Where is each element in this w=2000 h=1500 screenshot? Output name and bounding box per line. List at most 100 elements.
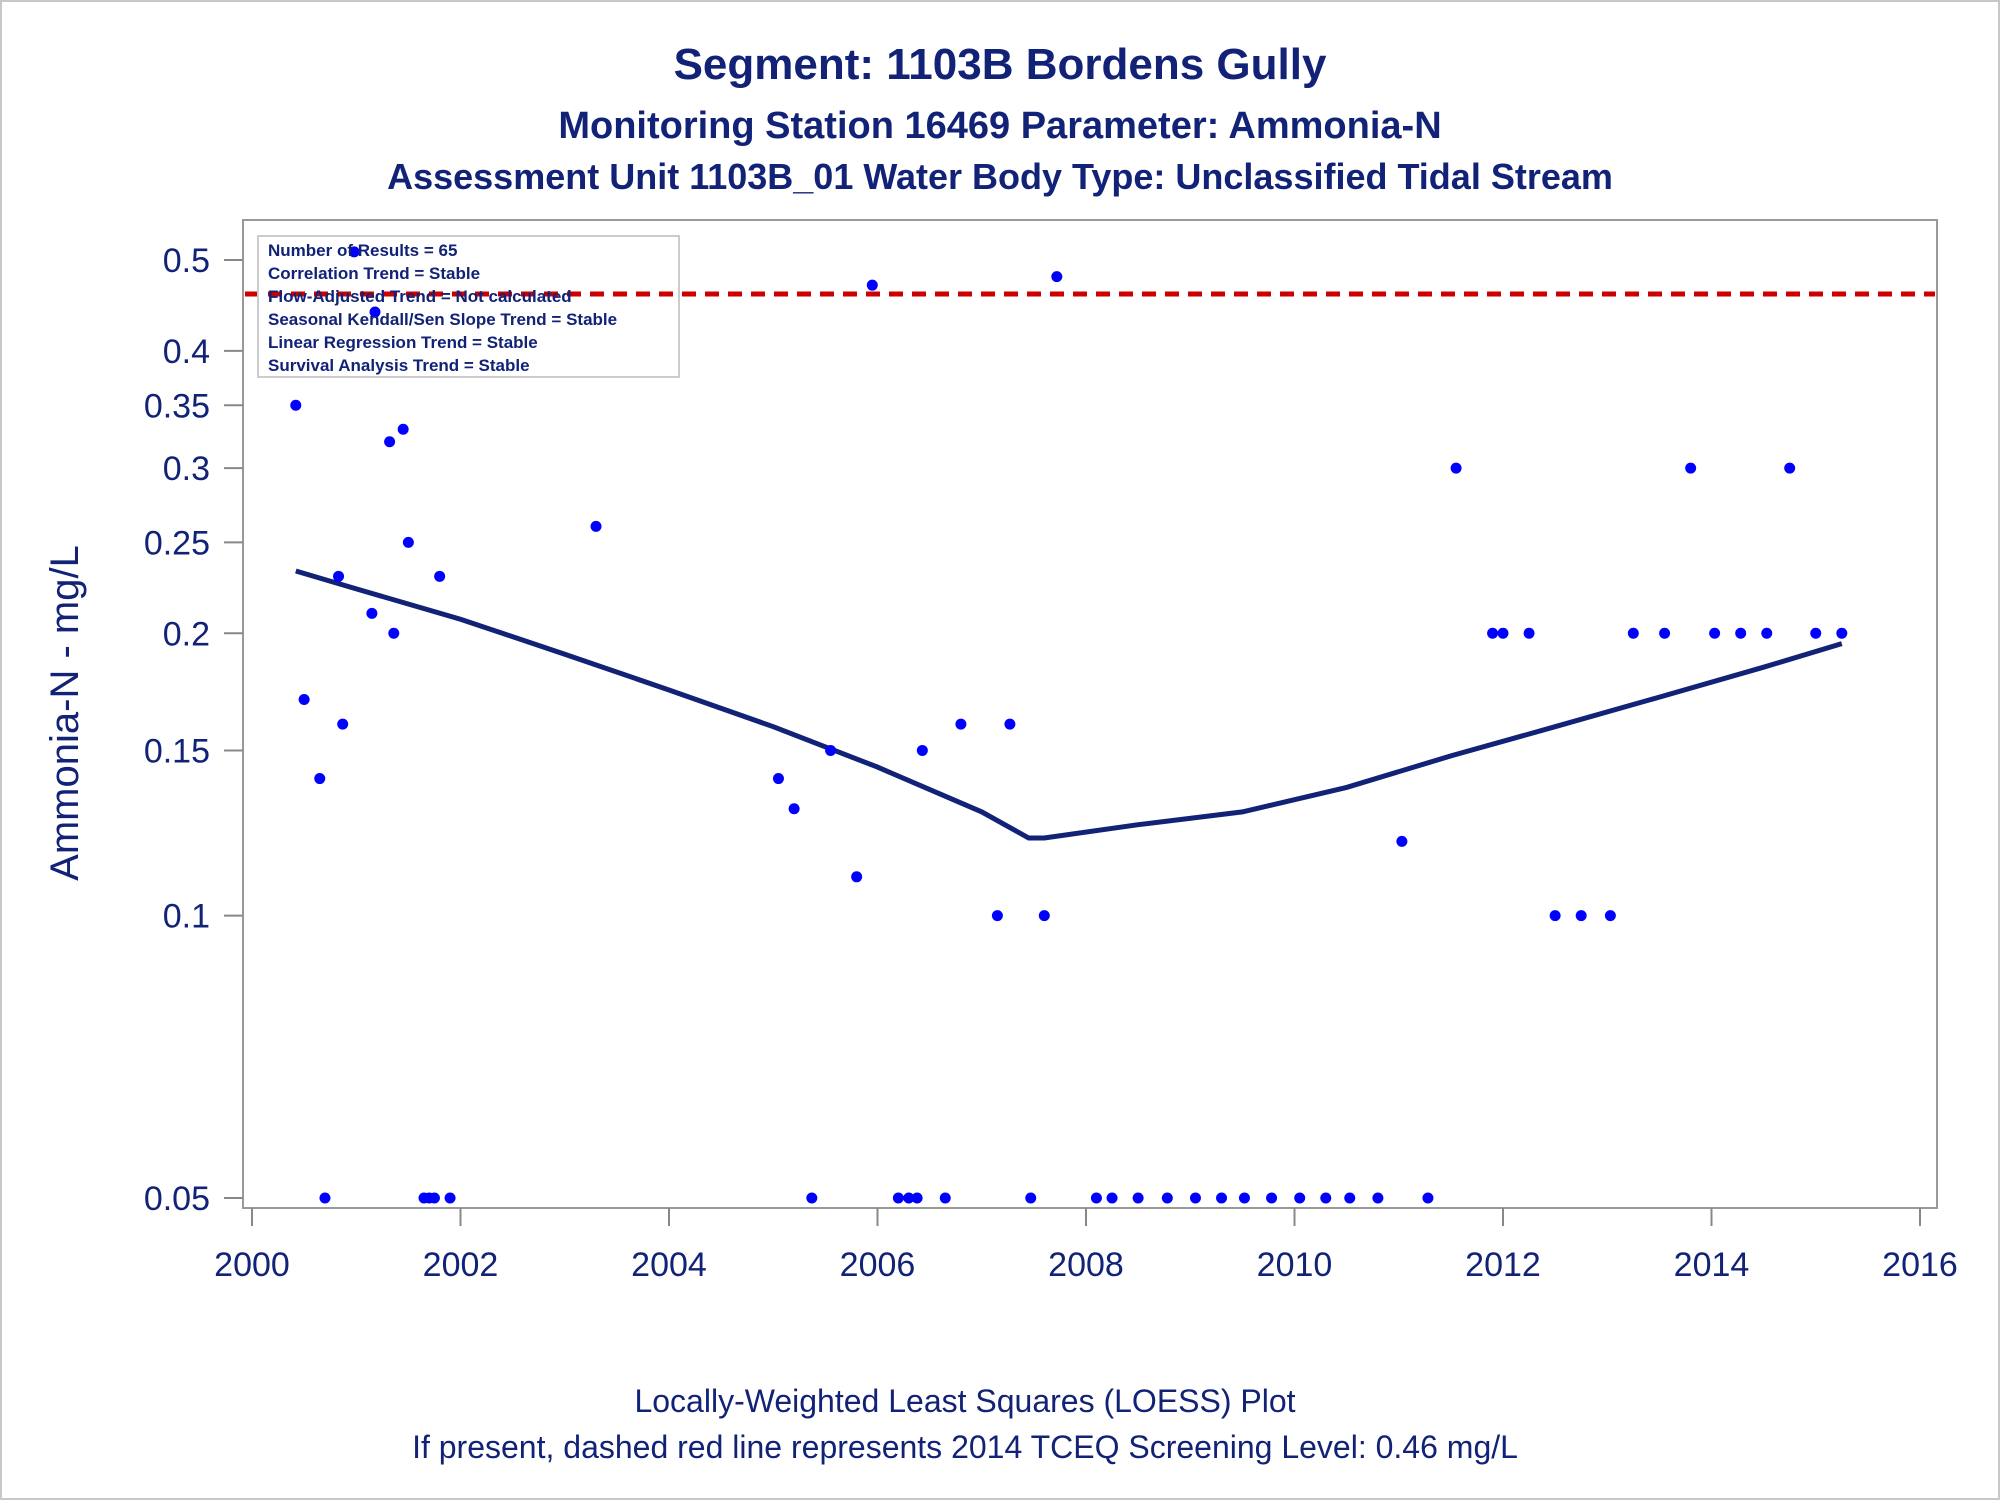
data-point — [1320, 1192, 1332, 1204]
data-point — [444, 1192, 456, 1204]
y-axis-label: Ammonia-N - mg/L — [43, 545, 87, 881]
data-point — [1836, 627, 1848, 639]
data-point — [337, 718, 349, 730]
x-tick-label: 2016 — [1882, 1246, 1958, 1284]
data-point — [590, 520, 602, 532]
stats-box: Number of Results = 65 Correlation Trend… — [257, 235, 680, 378]
data-point — [298, 693, 310, 705]
data-point — [939, 1192, 951, 1204]
data-point — [866, 279, 878, 291]
data-point — [434, 570, 446, 582]
x-tick-label: 2000 — [214, 1246, 290, 1284]
x-tick-label: 2010 — [1257, 1246, 1333, 1284]
data-point — [1106, 1192, 1118, 1204]
data-point — [428, 1192, 440, 1204]
data-point — [1372, 1192, 1384, 1204]
data-point — [1132, 1192, 1144, 1204]
x-tick-label: 2014 — [1674, 1246, 1750, 1284]
y-axis: 0.05 0.1 0.15 0.2 0.25 0.3 0.35 0.4 0.5 — [144, 242, 243, 1218]
x-tick-label: 2012 — [1465, 1246, 1541, 1284]
data-point — [1004, 718, 1016, 730]
data-point — [1266, 1192, 1278, 1204]
data-point — [1497, 627, 1509, 639]
data-point — [1051, 271, 1063, 283]
data-point — [1038, 910, 1050, 922]
chart-title: Segment: 1103B Bordens Gully — [674, 40, 1327, 89]
data-point — [1344, 1192, 1356, 1204]
data-point — [851, 871, 863, 883]
data-point — [1238, 1192, 1250, 1204]
data-point — [1685, 462, 1697, 474]
y-tick-label: 0.2 — [163, 615, 210, 653]
data-point — [402, 536, 414, 548]
data-point — [1161, 1192, 1173, 1204]
data-point — [991, 910, 1003, 922]
data-point — [903, 1192, 915, 1204]
data-point — [955, 718, 967, 730]
data-point — [1216, 1192, 1228, 1204]
data-point — [806, 1192, 818, 1204]
data-point — [1090, 1192, 1102, 1204]
data-point — [319, 1192, 331, 1204]
chart-subtitle-assessment: Assessment Unit 1103B_01 Water Body Type… — [387, 156, 1613, 197]
data-point — [369, 306, 381, 318]
y-tick-label: 0.25 — [144, 524, 210, 562]
data-point — [892, 1192, 904, 1204]
data-point — [788, 803, 800, 815]
data-point — [333, 570, 345, 582]
data-point — [1784, 462, 1796, 474]
data-point — [1450, 462, 1462, 474]
data-point — [1810, 627, 1822, 639]
y-tick-label: 0.1 — [163, 898, 210, 936]
y-tick-label: 0.35 — [144, 387, 210, 425]
data-point — [1709, 627, 1721, 639]
footnote-screening: If present, dashed red line represents 2… — [412, 1429, 1518, 1465]
x-tick-label: 2008 — [1048, 1246, 1124, 1284]
data-point — [1025, 1192, 1037, 1204]
x-tick-label: 2002 — [423, 1246, 499, 1284]
stats-line-flow-adjusted: Flow-Adjusted Trend = Not calculated — [268, 287, 572, 306]
data-point — [397, 423, 409, 435]
stats-line-results: Number of Results = 65 — [268, 241, 457, 260]
x-tick-label: 2006 — [840, 1246, 916, 1284]
data-point — [290, 399, 302, 411]
loess-line — [295, 568, 1843, 841]
data-points — [290, 246, 1848, 1204]
data-point — [1627, 627, 1639, 639]
y-tick-label: 0.4 — [163, 333, 210, 371]
stats-line-survival: Survival Analysis Trend = Stable — [268, 356, 530, 375]
chart-subtitle-station: Monitoring Station 16469 Parameter: Ammo… — [558, 105, 1441, 147]
data-point — [1396, 835, 1408, 847]
data-point — [348, 246, 360, 258]
data-point — [314, 773, 326, 785]
stats-line-linear-regression: Linear Regression Trend = Stable — [268, 333, 538, 352]
data-point — [1604, 910, 1616, 922]
y-tick-label: 0.05 — [144, 1180, 210, 1218]
data-point — [911, 1192, 923, 1204]
data-point — [384, 436, 396, 448]
data-point — [1523, 627, 1535, 639]
data-point — [1659, 627, 1671, 639]
stats-line-correlation: Correlation Trend = Stable — [268, 264, 480, 283]
data-point — [916, 744, 928, 756]
y-tick-label: 0.15 — [144, 732, 210, 770]
data-point — [825, 744, 837, 756]
data-point — [1549, 910, 1561, 922]
data-point — [1294, 1192, 1306, 1204]
data-point — [1422, 1192, 1434, 1204]
plot-area — [242, 219, 1938, 1209]
y-tick-label: 0.5 — [163, 242, 210, 280]
data-point — [1487, 627, 1499, 639]
stats-line-seasonal-kendall: Seasonal Kendall/Sen Slope Trend = Stabl… — [268, 310, 617, 329]
data-point — [366, 607, 378, 619]
data-point — [1189, 1192, 1201, 1204]
data-point — [388, 627, 400, 639]
data-point — [1735, 627, 1747, 639]
footnote-loess: Locally-Weighted Least Squares (LOESS) P… — [634, 1383, 1295, 1419]
stats-box-frame — [257, 235, 680, 378]
y-tick-label: 0.3 — [163, 450, 210, 488]
data-point — [1575, 910, 1587, 922]
x-axis: 2000 2002 2004 2006 2008 2010 2012 2014 2016 — [214, 1208, 1958, 1284]
